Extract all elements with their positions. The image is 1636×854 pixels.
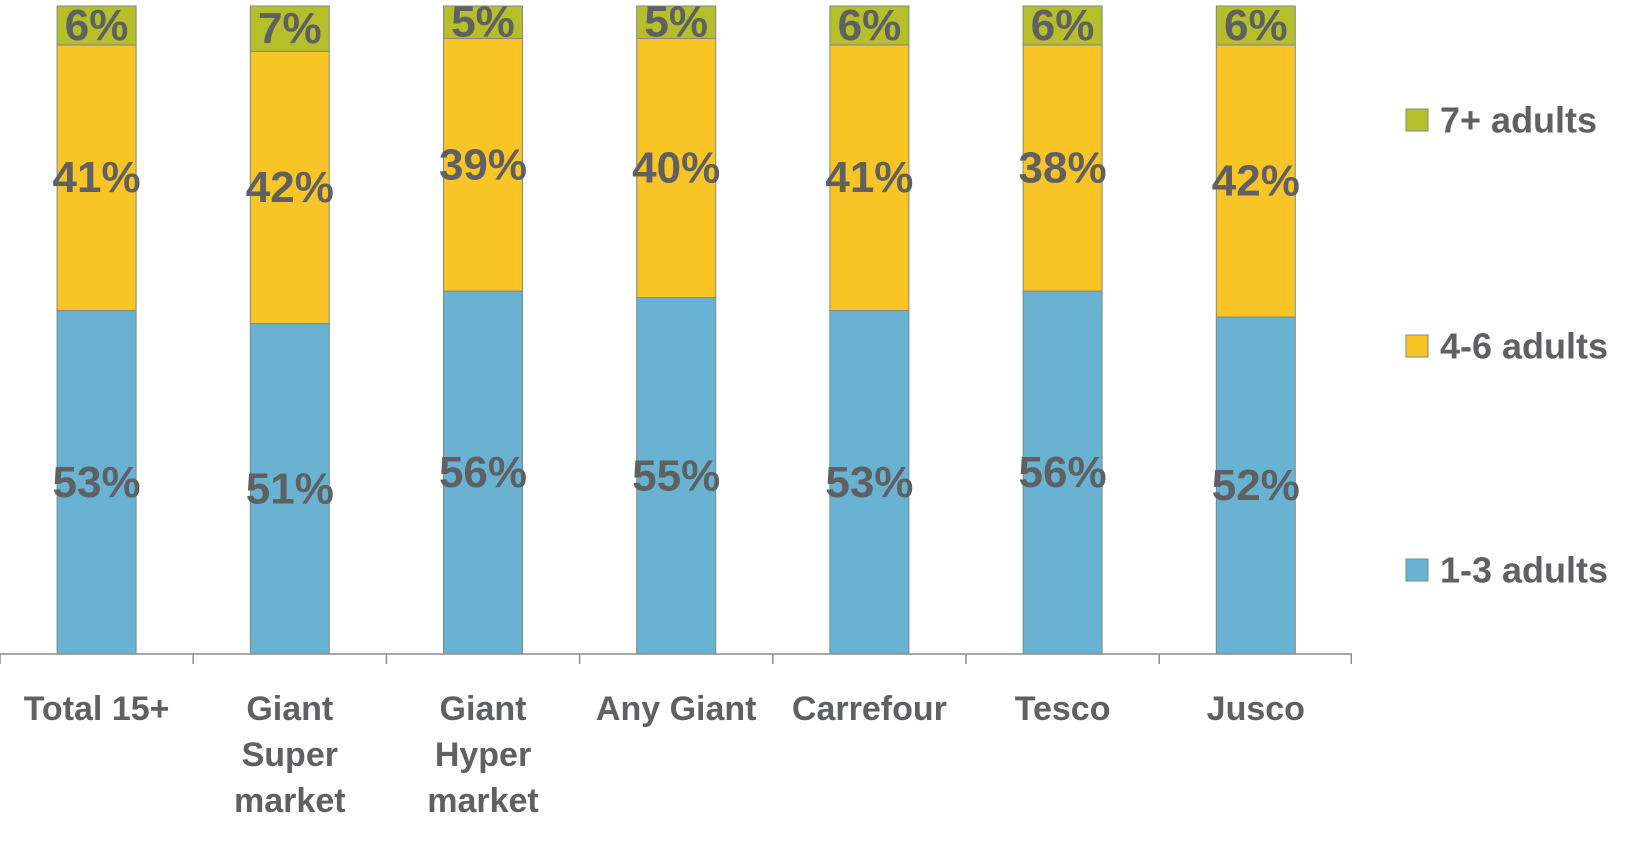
bar-segment-giant-super-market-4-6-adults — [249, 50, 330, 325]
legend-swatch-1-3-adults — [1405, 558, 1429, 582]
data-label-giant-super-market-7-adults: 7% — [258, 4, 322, 53]
legend-swatch-4-6-adults — [1405, 334, 1429, 358]
bar-segment-total-15-7-adults — [56, 5, 137, 46]
data-label-total-15-4-6-adults: 41% — [53, 153, 141, 202]
legend-item-1-3-adults: 1-3 adults — [1405, 550, 1608, 591]
data-label-jusco-4-6-adults: 42% — [1212, 156, 1300, 205]
legend-label-7-adults: 7+ adults — [1440, 100, 1597, 141]
bar-segment-any-giant-7-adults — [636, 5, 717, 39]
data-label-tesco-4-6-adults: 38% — [1019, 144, 1107, 193]
legend-item-7-adults: 7+ adults — [1405, 100, 1597, 141]
data-label-carrefour-4-6-adults: 41% — [825, 153, 913, 202]
bar-segment-giant-hyper-market-4-6-adults — [443, 37, 523, 292]
category-label-jusco: Jusco — [1207, 690, 1305, 728]
bar-segment-giant-super-market-7-adults — [249, 5, 330, 52]
category-label-total-15: Total 15+ — [24, 690, 170, 728]
data-label-total-15-7-adults: 6% — [65, 1, 129, 50]
legend: 7+ adults 4-6 adults 1-3 adults — [1405, 100, 1608, 591]
legend-label-1-3-adults: 1-3 adults — [1440, 550, 1608, 591]
x-axis — [0, 653, 1352, 664]
bar-segment-tesco-7-adults — [1022, 5, 1103, 46]
category-label-any-giant: Any Giant — [596, 690, 757, 728]
bar-segment-jusco-1-3-adults — [1215, 316, 1296, 655]
data-label-jusco-1-3-adults: 52% — [1212, 461, 1300, 510]
category-label-carrefour: Carrefour — [792, 690, 947, 728]
legend-label-4-6-adults: 4-6 adults — [1440, 326, 1608, 367]
bar-segment-giant-super-market-1-3-adults — [249, 323, 330, 655]
bar-segment-tesco-4-6-adults — [1022, 44, 1103, 292]
data-label-carrefour-7-adults: 6% — [838, 1, 902, 50]
bar-segment-giant-hyper-market-7-adults — [443, 5, 523, 39]
data-label-any-giant-7-adults: 5% — [644, 0, 708, 47]
legend-swatch-7-adults — [1405, 108, 1429, 132]
data-label-giant-hyper-market-1-3-adults: 56% — [439, 448, 527, 497]
data-label-jusco-7-adults: 6% — [1224, 1, 1288, 50]
category-label-giant-hyper-market: Giant Hyper market — [427, 690, 539, 820]
bar-segment-total-15-4-6-adults — [56, 44, 137, 312]
data-label-any-giant-4-6-adults: 40% — [632, 144, 720, 193]
bar-segment-jusco-7-adults — [1215, 5, 1296, 46]
data-label-giant-hyper-market-4-6-adults: 39% — [439, 140, 527, 189]
data-label-tesco-1-3-adults: 56% — [1019, 448, 1107, 497]
category-label-giant-super-market: Giant Super market — [234, 690, 346, 820]
data-label-carrefour-1-3-adults: 53% — [825, 458, 913, 507]
bar-segment-carrefour-1-3-adults — [829, 310, 910, 655]
bar-segment-any-giant-4-6-adults — [636, 37, 717, 299]
bar-segment-total-15-1-3-adults — [56, 310, 137, 655]
data-label-total-15-1-3-adults: 53% — [53, 458, 141, 507]
data-label-giant-super-market-1-3-adults: 51% — [246, 464, 334, 513]
bar-segment-any-giant-1-3-adults — [636, 297, 717, 655]
data-label-tesco-7-adults: 6% — [1031, 1, 1095, 50]
category-labels: Total 15+ Giant Super market Giant Hyper marke… — [24, 690, 1305, 820]
bar-segment-tesco-1-3-adults — [1022, 290, 1103, 655]
data-label-giant-hyper-market-7-adults: 5% — [451, 0, 515, 47]
data-label-any-giant-1-3-adults: 55% — [632, 451, 720, 500]
bars-layer — [56, 5, 1296, 655]
legend-item-4-6-adults: 4-6 adults — [1405, 326, 1608, 367]
value-labels-layer: 53% 41% 6% 51% 42% 7% 56% 39% 5% 55% 40% 5% 53% 41% 6%… — [53, 0, 1300, 513]
category-label-tesco: Tesco — [1015, 690, 1111, 728]
data-label-giant-super-market-4-6-adults: 42% — [246, 163, 334, 212]
bar-segment-jusco-4-6-adults — [1215, 44, 1296, 318]
bar-segment-carrefour-7-adults — [829, 5, 910, 46]
